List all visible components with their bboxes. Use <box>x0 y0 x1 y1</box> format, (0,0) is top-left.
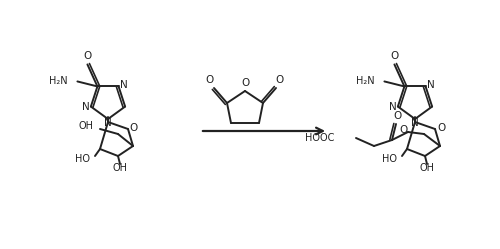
Text: O: O <box>206 75 214 85</box>
Text: N: N <box>82 102 90 112</box>
Text: O: O <box>84 52 92 62</box>
Text: N: N <box>411 118 419 128</box>
Text: HO: HO <box>75 154 90 164</box>
Text: HOOC: HOOC <box>304 133 334 143</box>
Text: O: O <box>390 52 398 62</box>
Text: OH: OH <box>420 163 434 173</box>
Text: OH: OH <box>112 163 128 173</box>
Text: N: N <box>389 102 397 112</box>
Text: O: O <box>276 75 284 85</box>
Text: HO: HO <box>382 154 397 164</box>
Text: O: O <box>437 123 445 133</box>
Text: N: N <box>426 80 434 90</box>
Text: O: O <box>399 125 407 135</box>
Text: H₂N: H₂N <box>49 76 68 86</box>
Text: O: O <box>394 111 402 121</box>
Text: OH: OH <box>78 121 94 131</box>
Text: N: N <box>104 118 112 128</box>
Text: H₂N: H₂N <box>356 76 374 86</box>
Text: O: O <box>241 78 249 88</box>
Text: N: N <box>120 80 128 90</box>
Text: O: O <box>130 123 138 133</box>
